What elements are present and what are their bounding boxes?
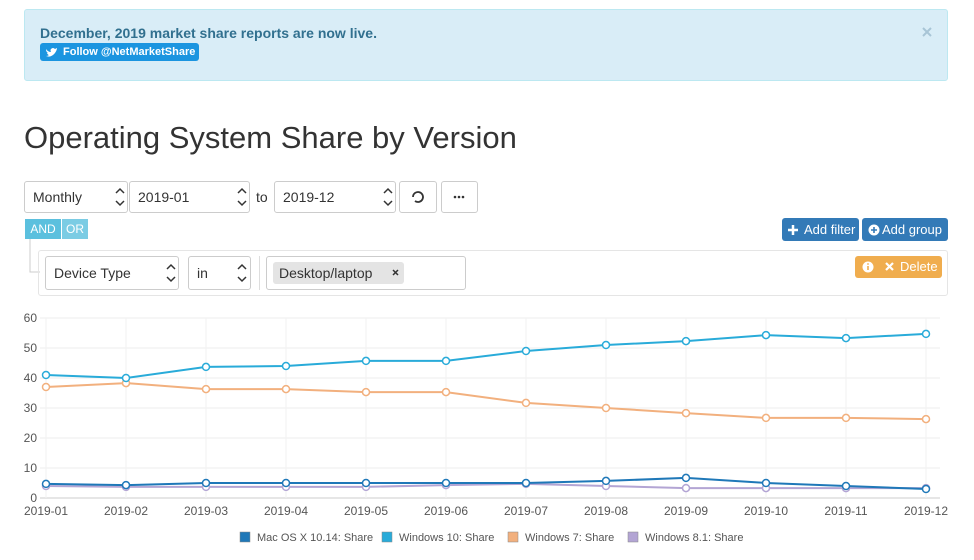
data-point (841, 481, 851, 491)
data-point (601, 476, 611, 486)
x-tick-label: 2019-09 (664, 504, 708, 518)
y-tick-label: 20 (24, 431, 38, 445)
legend-swatch (627, 531, 639, 543)
data-point (41, 479, 51, 489)
add-filter-button[interactable]: Add filter (782, 218, 859, 241)
or-button[interactable]: OR (62, 219, 88, 239)
select-icons (166, 263, 399, 283)
data-point (281, 361, 291, 371)
filter-row (38, 250, 948, 296)
data-point (121, 480, 131, 490)
alert-message: December, 2019 market share reports are … (40, 25, 377, 41)
data-point (921, 484, 931, 494)
data-point (841, 333, 851, 343)
legend-swatch (239, 531, 251, 543)
data-point (921, 414, 931, 424)
data-point (361, 356, 371, 366)
data-point (681, 473, 691, 483)
x-tick-label: 2019-11 (824, 504, 867, 518)
data-point (281, 384, 291, 394)
y-tick-label: 50 (24, 341, 38, 355)
and-button[interactable]: AND (25, 219, 61, 239)
data-point (41, 370, 51, 380)
x-tick-label: 2019-10 (744, 504, 788, 518)
data-point (601, 403, 611, 413)
period-select[interactable]: Monthly (24, 181, 128, 213)
legend-label: Windows 10: Share (399, 532, 494, 544)
x-tick-label: 2019-06 (424, 504, 468, 518)
operator-select[interactable]: in (188, 256, 251, 290)
data-point (761, 413, 771, 423)
delete-button[interactable]: Delete (855, 256, 942, 278)
chart: 0 10 20 30 40 50 60 2019-01 2019-02 2019-03 2019-0… (24, 311, 949, 544)
divider (259, 256, 260, 290)
data-point (361, 387, 371, 397)
data-point (201, 362, 211, 372)
x-tick-label: 2019-04 (264, 504, 308, 518)
data-point (521, 398, 531, 408)
data-point (681, 483, 691, 493)
control-icons (115, 187, 465, 207)
data-point (521, 478, 531, 488)
x-tick-label: 2019-05 (344, 504, 388, 518)
x-tick-label: 2019-12 (904, 504, 948, 518)
legend-swatch (381, 531, 393, 543)
data-point (41, 382, 51, 392)
x-tick-label: 2019-02 (104, 504, 148, 518)
x-tick-label: 2019-07 (504, 504, 548, 518)
field-select[interactable]: Device Type (45, 256, 179, 290)
data-point (201, 384, 211, 394)
add-group-button[interactable]: Add group (862, 218, 948, 241)
data-point (841, 413, 851, 423)
data-point (521, 346, 531, 356)
to-label: to (256, 189, 268, 205)
y-tick-label: 0 (30, 491, 37, 505)
series-line (45, 476, 927, 490)
data-point (201, 478, 211, 488)
data-point (601, 340, 611, 350)
follow-button[interactable]: Follow @NetMarketShare (40, 43, 199, 61)
data-point (361, 478, 371, 488)
y-tick-label: 10 (24, 461, 38, 475)
data-point (761, 478, 771, 488)
tree-line (29, 239, 40, 273)
series-line (45, 482, 926, 490)
to-select[interactable]: 2019-12 (274, 181, 396, 213)
page-title: Operating System Share by Version (24, 120, 517, 155)
add-icons (788, 224, 880, 236)
data-point (681, 336, 691, 346)
data-point (921, 329, 931, 339)
x-tick-label: 2019-08 (584, 504, 628, 518)
legend-label: Windows 7: Share (525, 532, 614, 544)
series-line (45, 382, 927, 421)
data-point (441, 387, 451, 397)
delete-icons (862, 261, 894, 273)
from-select[interactable]: 2019-01 (129, 181, 250, 213)
data-point (441, 356, 451, 366)
y-tick-label: 40 (24, 371, 38, 385)
data-point (681, 408, 691, 418)
series-line (45, 332, 927, 380)
value-tag: Desktop/laptop (273, 262, 404, 284)
y-tick-label: 60 (24, 311, 38, 325)
data-point (281, 478, 291, 488)
x-tick-label: 2019-03 (184, 504, 228, 518)
data-point (121, 373, 131, 383)
refresh-button[interactable] (399, 181, 437, 213)
data-point (761, 330, 771, 340)
data-point (441, 478, 451, 488)
legend-swatch (507, 531, 519, 543)
legend-label: Windows 8.1: Share (645, 532, 743, 544)
twitter-icon (46, 48, 57, 57)
legend-label: Mac OS X 10.14: Share (257, 532, 373, 544)
close-button[interactable] (922, 27, 932, 37)
x-tick-label: 2019-01 (24, 504, 68, 518)
y-tick-label: 30 (24, 401, 38, 415)
